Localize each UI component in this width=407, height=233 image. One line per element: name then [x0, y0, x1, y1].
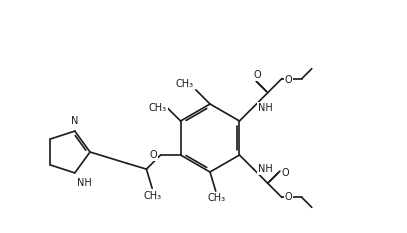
Text: NH: NH	[258, 103, 272, 113]
Text: N: N	[71, 116, 79, 126]
Text: O: O	[150, 150, 158, 160]
Text: O: O	[253, 70, 261, 80]
Text: CH₃: CH₃	[149, 103, 167, 113]
Text: NH: NH	[77, 178, 92, 188]
Text: O: O	[281, 168, 289, 178]
Text: O: O	[285, 75, 293, 85]
Text: NH: NH	[258, 164, 272, 174]
Text: CH₃: CH₃	[143, 191, 161, 201]
Text: CH₃: CH₃	[208, 193, 226, 203]
Text: CH₃: CH₃	[176, 79, 194, 89]
Text: O: O	[285, 192, 293, 202]
